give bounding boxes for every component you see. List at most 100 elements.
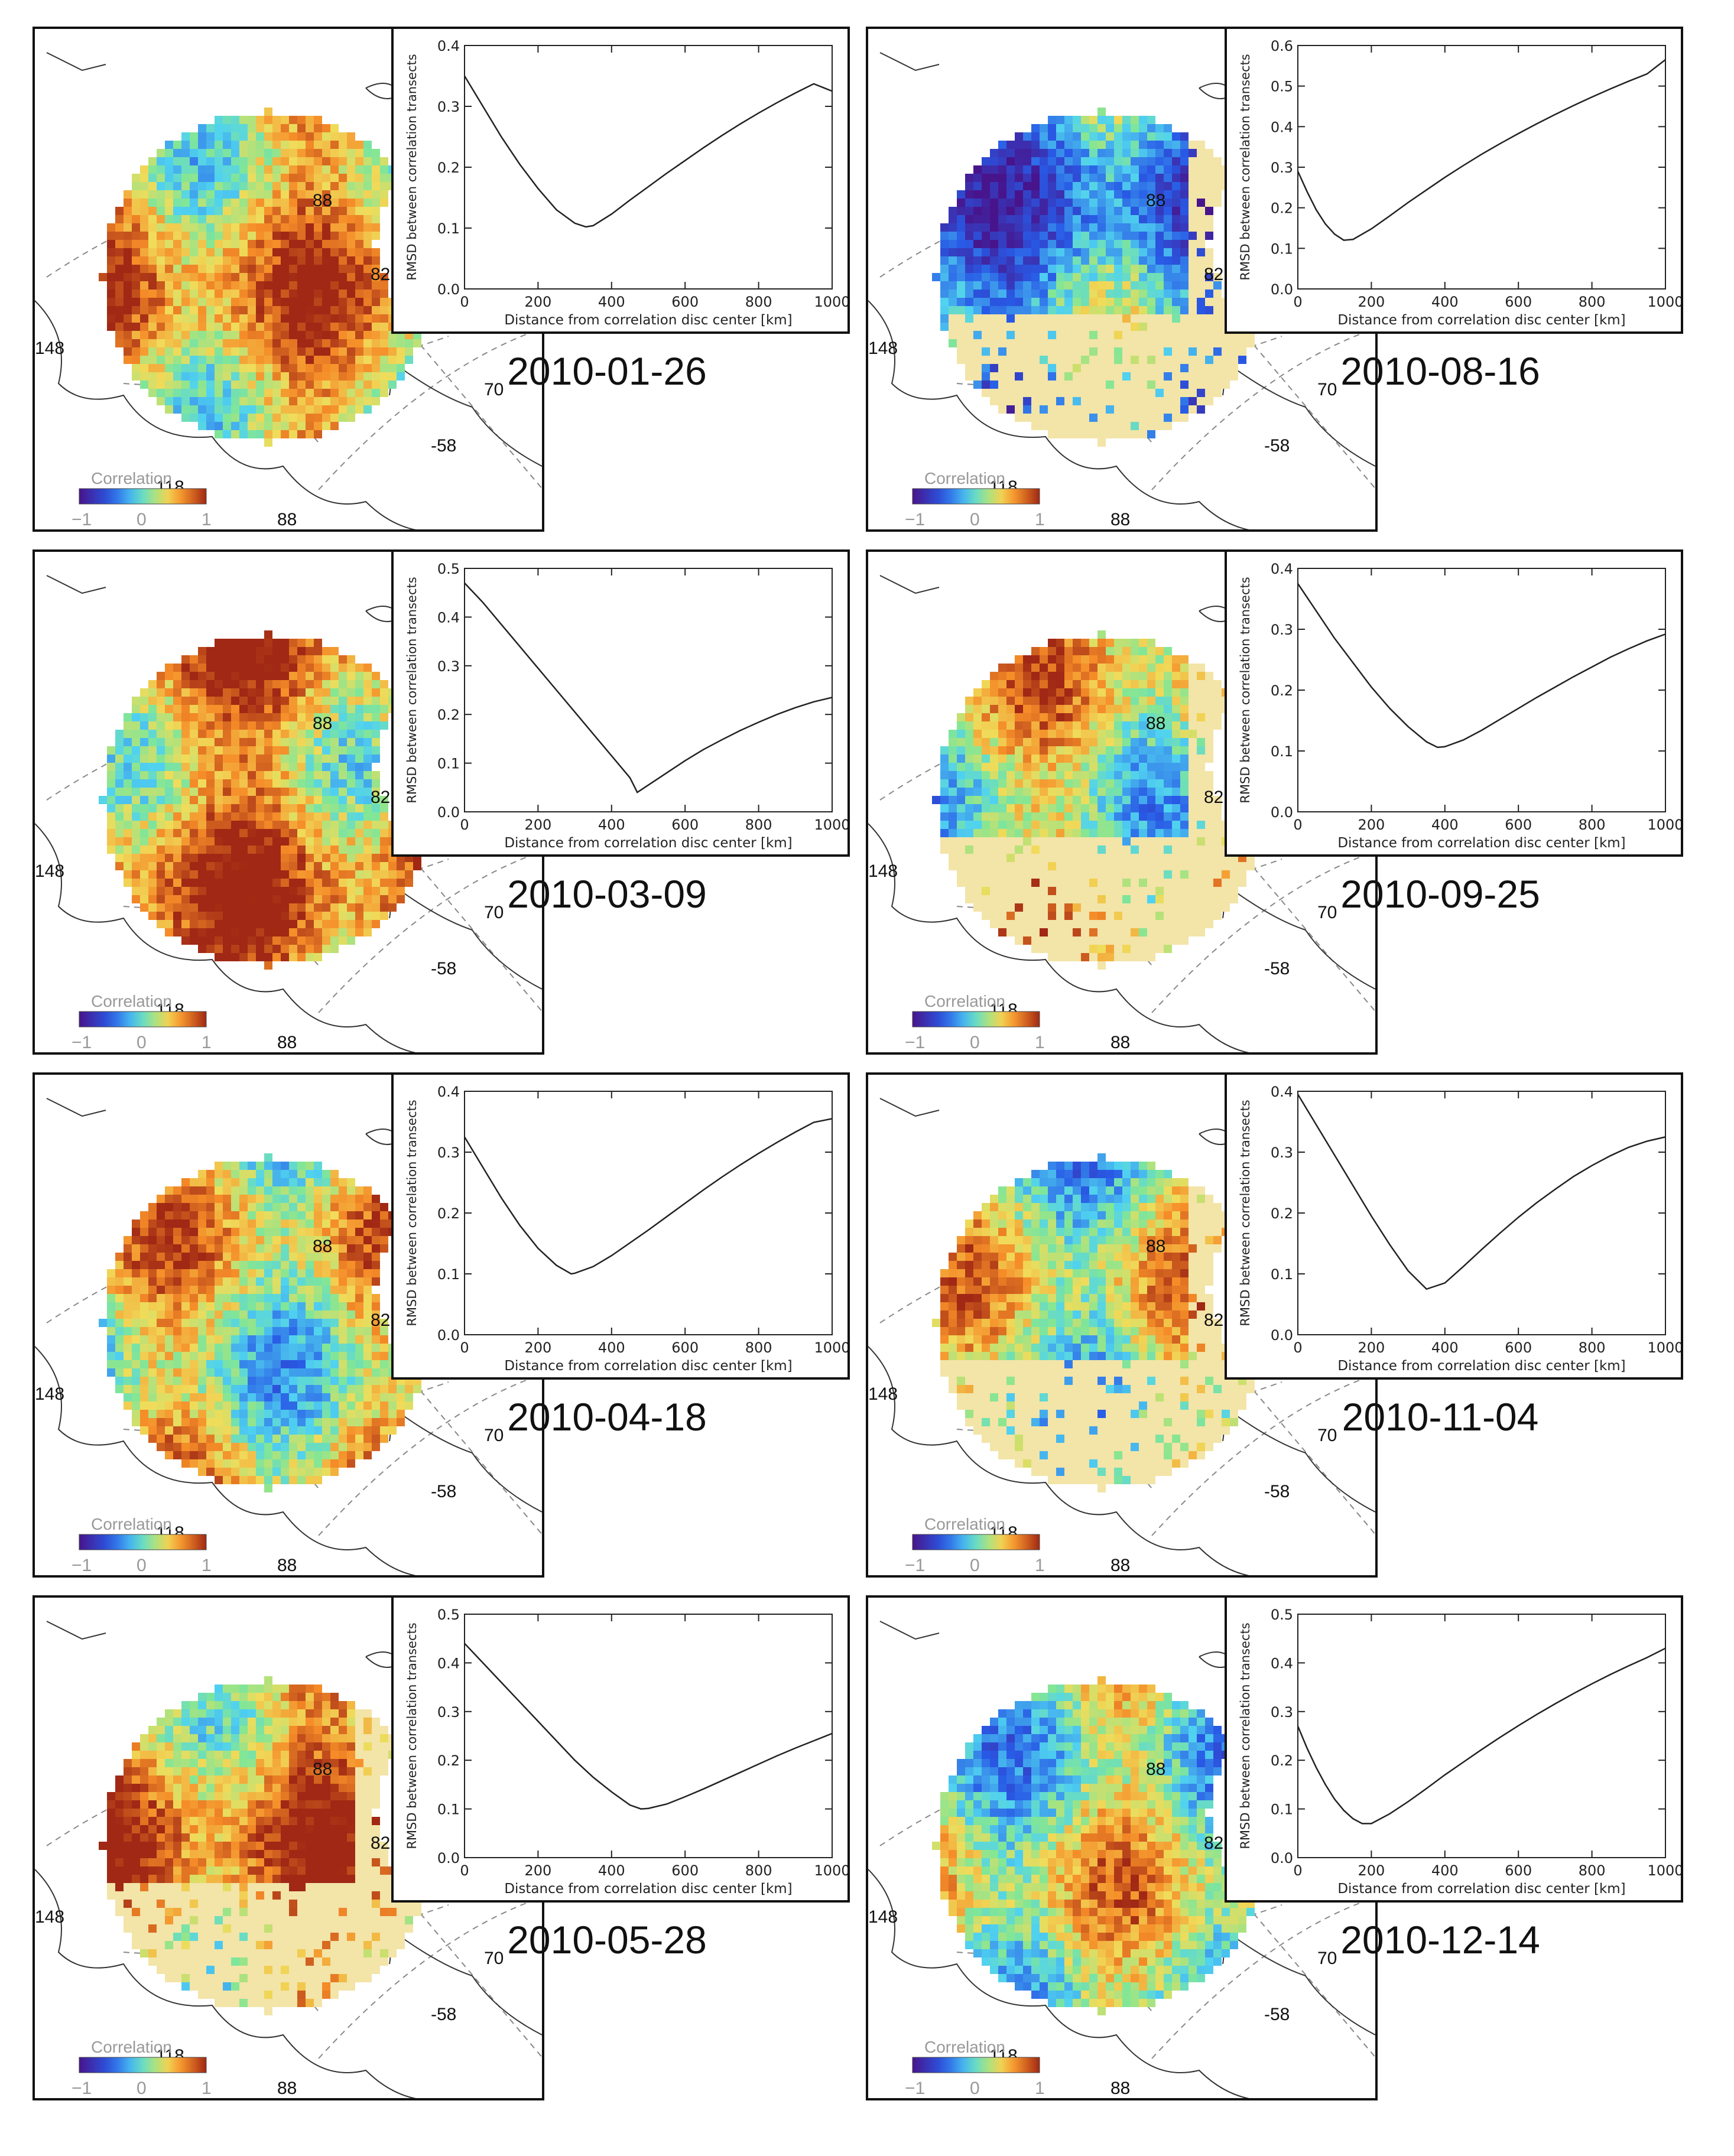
correlation-cell	[248, 157, 256, 165]
correlation-cell	[1089, 232, 1097, 240]
correlation-cell	[1040, 688, 1048, 697]
correlation-cell	[380, 680, 388, 688]
correlation-cell	[998, 174, 1006, 182]
correlation-cell	[1172, 372, 1180, 381]
correlation-cell	[1180, 821, 1189, 829]
correlation-cell	[372, 256, 380, 265]
correlation-cell	[1048, 290, 1056, 298]
correlation-cell	[198, 339, 206, 347]
correlation-cell	[1048, 182, 1056, 190]
correlation-cell	[256, 779, 264, 788]
correlation-cell	[165, 298, 173, 306]
correlation-cell	[355, 928, 363, 936]
correlation-cell	[1189, 672, 1197, 680]
correlation-cell	[198, 298, 206, 306]
correlation-cell	[264, 730, 272, 738]
correlation-cell	[314, 199, 322, 207]
correlation-cell	[157, 207, 165, 215]
correlation-cell	[1097, 323, 1106, 331]
correlation-cell	[1164, 920, 1172, 928]
correlation-cell	[1064, 680, 1073, 688]
correlation-cell	[1155, 356, 1164, 364]
correlation-cell	[190, 763, 198, 771]
correlation-cell	[1106, 870, 1114, 879]
correlation-cell	[1172, 804, 1180, 812]
correlation-cell	[115, 763, 124, 771]
correlation-cell	[1023, 339, 1031, 347]
correlation-cell	[1040, 364, 1048, 372]
correlation-cell	[1172, 157, 1180, 165]
correlation-cell	[1189, 928, 1197, 936]
correlation-cell	[190, 215, 198, 223]
correlation-cell	[1114, 903, 1122, 912]
correlation-cell	[347, 199, 355, 207]
correlation-cell	[1073, 854, 1081, 862]
correlation-cell	[1139, 788, 1147, 796]
correlation-cell	[215, 232, 223, 240]
correlation-cell	[1040, 347, 1048, 356]
correlation-cell	[1031, 920, 1040, 928]
correlation-cell	[339, 182, 347, 190]
correlation-cell	[355, 895, 363, 903]
correlation-cell	[1147, 405, 1155, 414]
correlation-cell	[1139, 405, 1147, 414]
correlation-cell	[248, 405, 256, 414]
correlation-cell	[132, 273, 140, 281]
correlation-cell	[1031, 182, 1040, 190]
correlation-cell	[248, 672, 256, 680]
correlation-cell	[1073, 199, 1081, 207]
correlation-cell	[190, 721, 198, 730]
correlation-cell	[173, 738, 181, 746]
correlation-cell	[314, 323, 322, 331]
correlation-cell	[1139, 639, 1147, 647]
correlation-cell	[1155, 256, 1164, 265]
correlation-cell	[998, 207, 1006, 215]
correlation-cell	[314, 174, 322, 182]
correlation-cell	[1089, 829, 1097, 837]
correlation-cell	[289, 331, 297, 339]
correlation-cell	[140, 837, 148, 846]
correlation-cell	[363, 174, 372, 182]
correlation-cell	[248, 174, 256, 182]
correlation-cell	[1081, 771, 1089, 779]
correlation-cell	[198, 846, 206, 854]
correlation-cell	[1197, 903, 1205, 912]
correlation-cell	[115, 232, 124, 240]
correlation-cell	[1056, 281, 1064, 290]
correlation-cell	[1089, 771, 1097, 779]
correlation-cell	[1006, 405, 1015, 414]
correlation-cell	[1114, 854, 1122, 862]
correlation-cell	[1155, 688, 1164, 697]
correlation-cell	[289, 920, 297, 928]
correlation-cell	[314, 746, 322, 755]
correlation-cell	[1097, 306, 1106, 314]
correlation-cell	[1015, 738, 1023, 746]
correlation-cell	[1139, 697, 1147, 705]
correlation-cell	[1131, 405, 1139, 414]
correlation-cell	[347, 397, 355, 405]
correlation-cell	[1189, 779, 1197, 788]
correlation-cell	[998, 256, 1006, 265]
correlation-cell	[140, 821, 148, 829]
correlation-cell	[1213, 895, 1222, 903]
correlation-cell	[363, 149, 372, 157]
correlation-cell	[982, 281, 990, 290]
correlation-cell	[949, 331, 957, 339]
correlation-cell	[1048, 422, 1056, 430]
correlation-cell	[264, 124, 272, 132]
correlation-cell	[198, 829, 206, 837]
correlation-cell	[1031, 323, 1040, 331]
correlation-cell	[165, 895, 173, 903]
correlation-cell	[314, 124, 322, 132]
correlation-cell	[297, 796, 306, 804]
correlation-cell	[306, 240, 314, 248]
correlation-cell	[949, 306, 957, 314]
correlation-cell	[1164, 779, 1172, 788]
correlation-cell	[1056, 887, 1064, 895]
correlation-cell	[1172, 273, 1180, 281]
correlation-cell	[157, 356, 165, 364]
correlation-cell	[1006, 879, 1015, 887]
correlation-cell	[372, 788, 380, 796]
correlation-cell	[1097, 879, 1106, 887]
